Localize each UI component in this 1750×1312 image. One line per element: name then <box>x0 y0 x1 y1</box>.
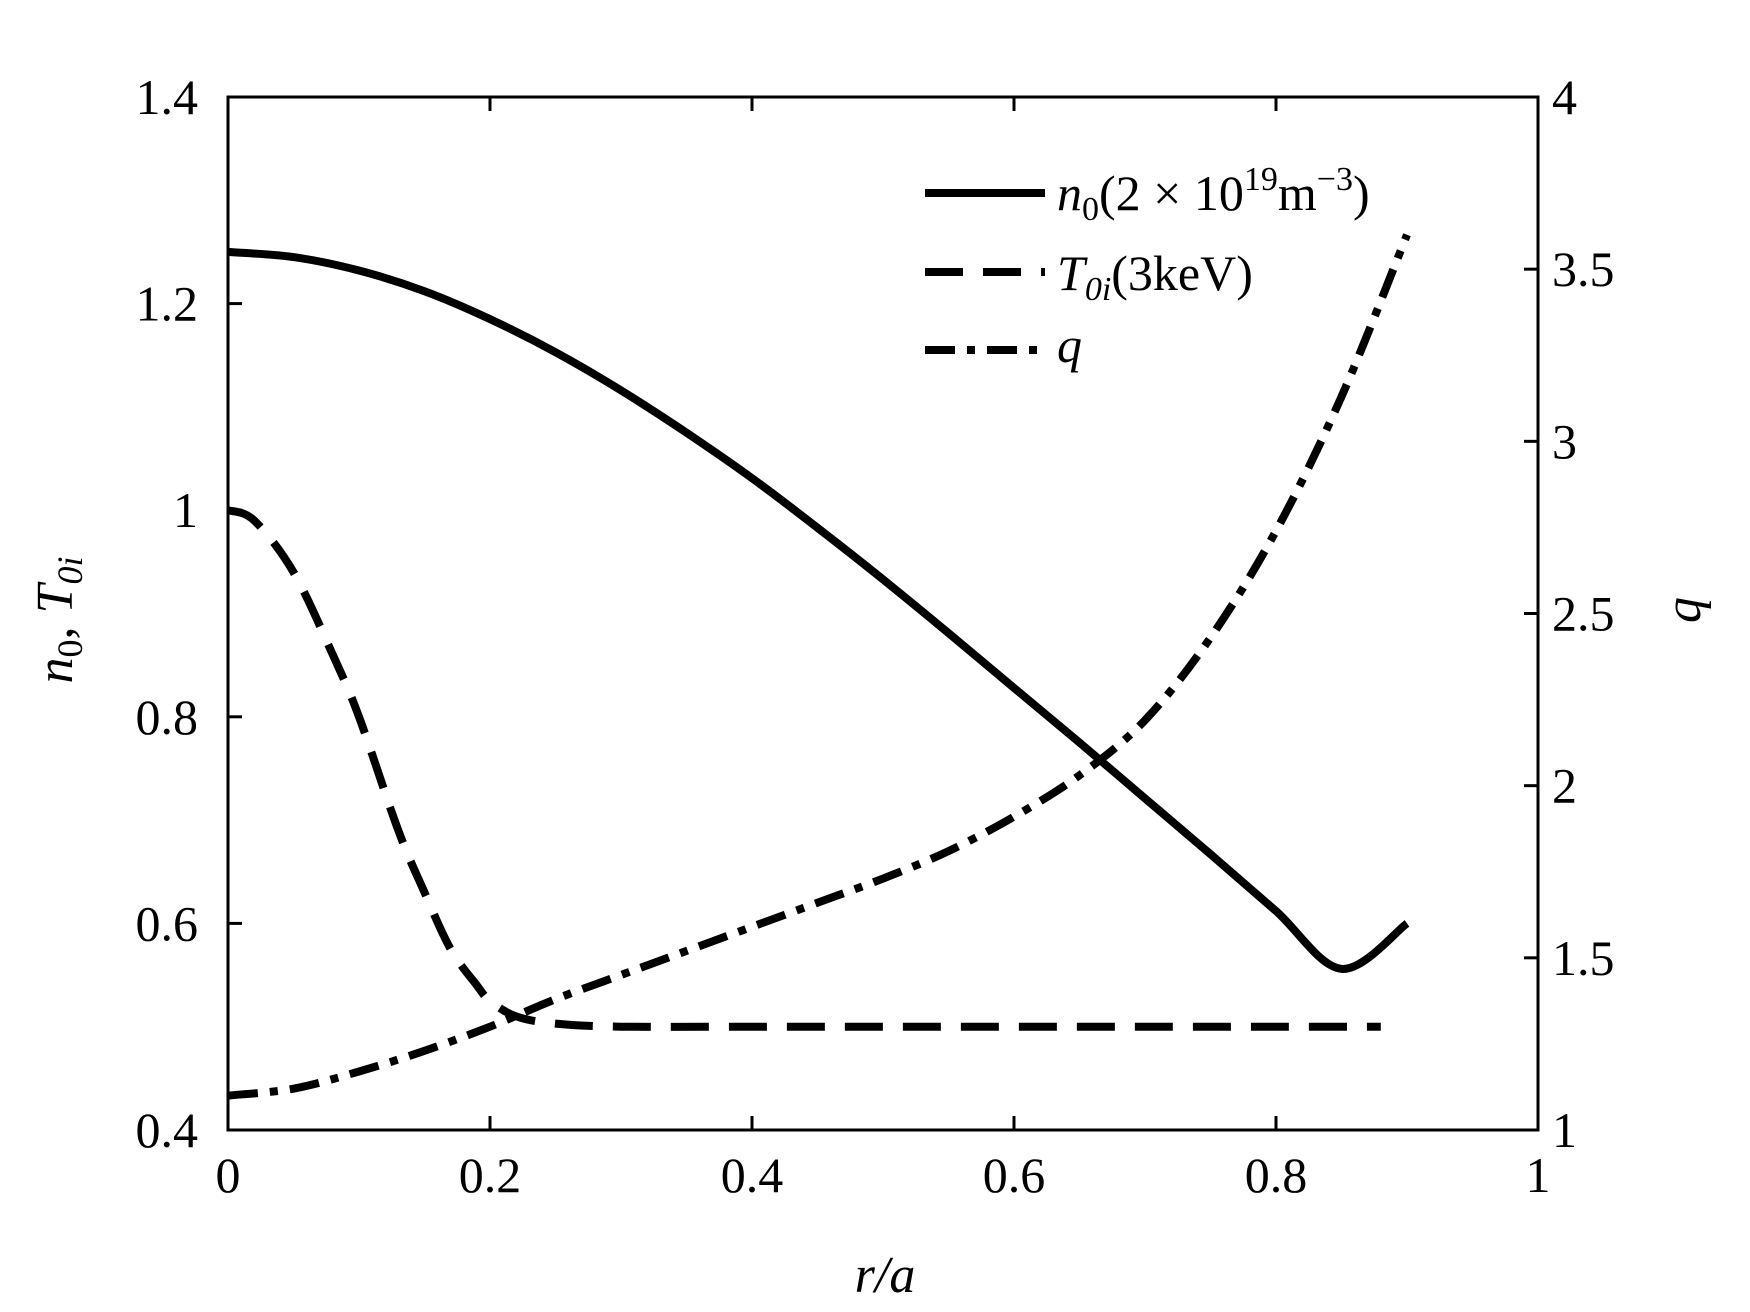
y2-tick-label: 3.5 <box>1552 241 1615 297</box>
y2-tick-label: 1.5 <box>1552 930 1615 986</box>
legend-label-n0: n0(2 × 1019m−3) <box>1057 161 1370 228</box>
y2-tick-label: 4 <box>1552 69 1577 125</box>
x-tick-label: 0 <box>216 1147 241 1203</box>
y-tick-label: 0.8 <box>136 689 199 745</box>
legend-label-t0i: T0i(3keV) <box>1057 245 1253 308</box>
x-axis-label: r/a <box>855 1247 916 1304</box>
y-tick-label: 1.4 <box>136 69 199 125</box>
y2-tick-label: 2.5 <box>1552 586 1615 642</box>
y2-tick-label: 1 <box>1552 1102 1577 1158</box>
y-tick-label: 1.2 <box>136 276 199 332</box>
legend-label-q: q <box>1057 317 1082 373</box>
x-tick-label: 1 <box>1526 1147 1551 1203</box>
y2-tick-label: 3 <box>1552 413 1577 469</box>
x-tick-label: 0.2 <box>459 1147 522 1203</box>
data-series <box>226 233 1411 1100</box>
y-axis-label: n0, T0i <box>27 557 90 684</box>
y-tick-label: 1 <box>173 482 198 538</box>
plot-area <box>226 95 1540 1132</box>
x-tick-label: 0.8 <box>1245 1147 1308 1203</box>
x-tick-label: 0.4 <box>721 1147 784 1203</box>
axis-ticks: 0 0.2 0.4 0.6 0.8 1 0.4 0.6 0.8 1 1.2 1.4 1 1.5 2 2.5 3 3… <box>136 69 1615 1203</box>
series-line-n0 <box>227 247 1410 973</box>
y2-axis-label: q <box>1655 597 1712 623</box>
y2-tick-label: 2 <box>1552 758 1577 814</box>
y-tick-label: 0.4 <box>136 1102 199 1158</box>
legend: n0(2 × 1019m−3) T0i(3keV) q <box>925 161 1370 373</box>
y-tick-label: 0.6 <box>136 895 199 951</box>
series-line-t0i <box>226 506 1381 1031</box>
x-tick-label: 0.6 <box>983 1147 1046 1203</box>
series-line-q <box>227 233 1411 1100</box>
plot-frame <box>226 95 1540 1132</box>
